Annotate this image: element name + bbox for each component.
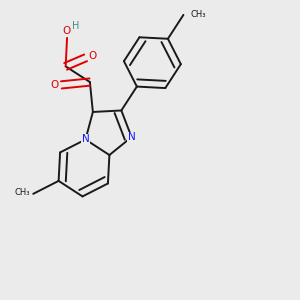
Text: O: O <box>62 26 70 36</box>
Text: H: H <box>72 22 79 32</box>
Text: O: O <box>51 80 59 90</box>
Text: CH₃: CH₃ <box>14 188 30 197</box>
Text: O: O <box>88 51 96 61</box>
Text: N: N <box>82 134 89 145</box>
Text: CH₃: CH₃ <box>191 11 206 20</box>
Text: N: N <box>128 132 135 142</box>
